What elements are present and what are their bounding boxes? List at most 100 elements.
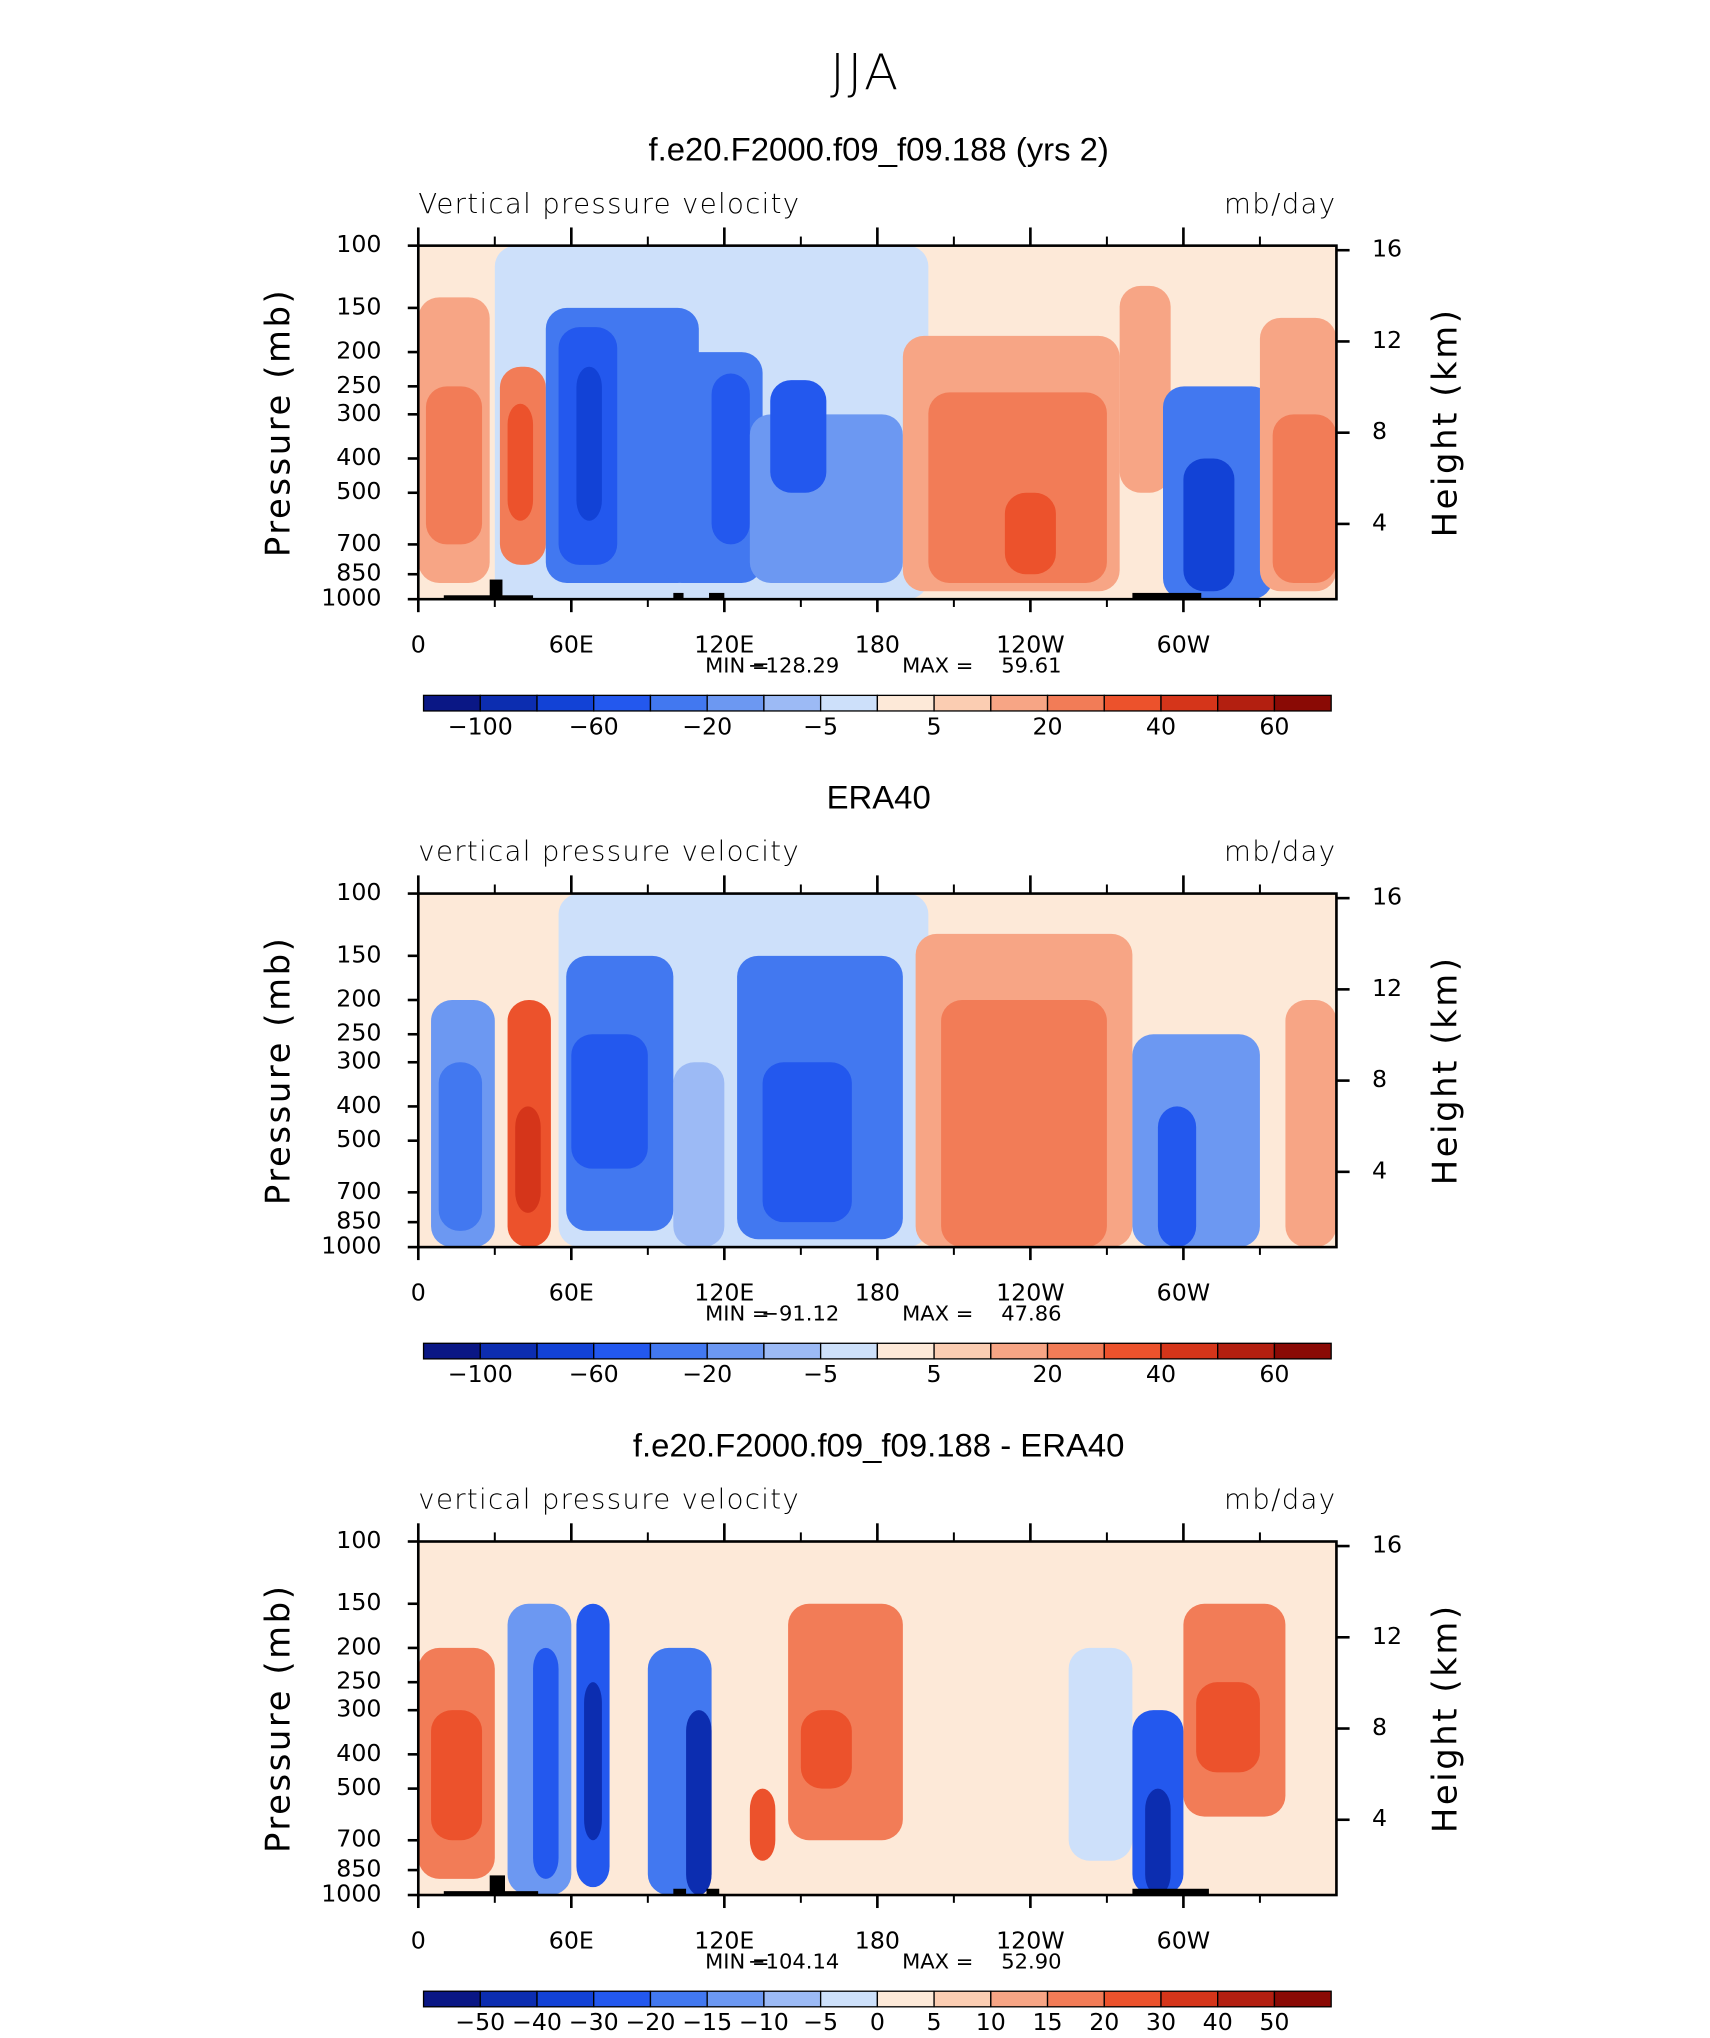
colorbar-label: 20: [1032, 1360, 1062, 1388]
contour-region: [749, 1788, 776, 1861]
colorbar-label: −5: [803, 2008, 838, 2036]
x-tick-label: 120E: [694, 1926, 754, 1954]
colorbar-label: 5: [927, 712, 942, 740]
colorbar-box: [706, 1342, 765, 1360]
colorbar-label: −20: [625, 2008, 675, 2036]
y-tick-label: 250: [336, 1019, 381, 1047]
contour-region: [438, 1062, 483, 1231]
variable-name: vertical pressure velocity: [418, 837, 800, 868]
y-tick-label: 850: [336, 1855, 381, 1883]
topography: [1132, 1888, 1209, 1896]
colorbar-box: [763, 1342, 822, 1360]
colorbar-label: 10: [976, 2008, 1006, 2036]
contour-region: [711, 373, 750, 545]
y-tick-label: 400: [336, 1739, 381, 1767]
topography: [706, 1888, 720, 1896]
colorbar-label: 40: [1146, 712, 1176, 740]
y2-tick-label: 12: [1372, 326, 1402, 354]
y-tick-label: 1000: [321, 584, 381, 612]
colorbar-box: [1217, 694, 1276, 712]
contour-field: [418, 893, 1337, 1248]
colorbar-label: 5: [927, 1360, 942, 1388]
colorbar-box: [1217, 1342, 1276, 1360]
colorbar-box: [479, 1342, 538, 1360]
colorbar-box: [1160, 694, 1219, 712]
colorbar-box: [990, 1990, 1049, 2008]
y-tick-label: 300: [336, 399, 381, 427]
x-tick-label: 60W: [1157, 1926, 1211, 1954]
stat-name: MIN =: [705, 1302, 769, 1326]
colorbar-label: −60: [569, 1360, 619, 1388]
colorbar-box: [649, 694, 708, 712]
colorbar-box: [706, 1990, 765, 2008]
contour-region: [507, 403, 534, 521]
stat-name: MIN =: [705, 1950, 769, 1974]
contour-region: [800, 1710, 852, 1789]
stat-value: 47.86: [1001, 1302, 1061, 1326]
topography: [673, 1888, 687, 1896]
x-tick-label: 180: [855, 1278, 900, 1306]
contour-region: [425, 386, 483, 545]
x-tick-label: 60E: [549, 1926, 594, 1954]
x-tick-label: 120W: [996, 1926, 1065, 1954]
y-tick-label: 500: [336, 477, 381, 505]
colorbar-label: 60: [1259, 712, 1289, 740]
panel-title: f.e20.F2000.f09_f09.188 - ERA40: [633, 1427, 1125, 1464]
y-tick-label: 850: [336, 559, 381, 587]
colorbar-box: [1273, 1990, 1332, 2008]
colorbar-label: 50: [1259, 2008, 1289, 2036]
colorbar-label: −100: [448, 1360, 513, 1388]
colorbar-box: [933, 1342, 992, 1360]
colorbar-label: −5: [803, 1360, 838, 1388]
contour-region: [770, 380, 827, 493]
contour-region: [1068, 1647, 1133, 1861]
units: mb/day: [1224, 1485, 1336, 1516]
y-tick-label: 100: [336, 878, 381, 906]
colorbar-label: 0: [870, 2008, 885, 2036]
y-tick-label: 850: [336, 1207, 381, 1235]
y-tick-label: 500: [336, 1773, 381, 1801]
panel-title: ERA40: [827, 779, 931, 816]
stat-name: MAX =: [902, 1302, 973, 1326]
contour-region: [1119, 285, 1171, 493]
colorbar-box: [933, 694, 992, 712]
contour-region: [533, 1647, 559, 1879]
colorbar-box: [536, 1342, 595, 1360]
colorbar-box: [1103, 1990, 1162, 2008]
colorbar-label: 60: [1259, 1360, 1289, 1388]
colorbar-box: [1273, 1342, 1332, 1360]
y2-tick-label: 16: [1372, 235, 1402, 263]
colorbar-label: −50: [455, 2008, 505, 2036]
x-tick-label: 0: [411, 631, 426, 659]
colorbar-box: [819, 1990, 879, 2008]
y-tick-label: 300: [336, 1047, 381, 1075]
variable-name: Vertical pressure velocity: [418, 189, 800, 220]
y2-tick-label: 12: [1372, 974, 1402, 1002]
colorbar-label: −20: [682, 1360, 732, 1388]
colorbar-label: 5: [927, 2008, 942, 2036]
colorbar-label: 30: [1146, 2008, 1176, 2036]
stat-name: MAX =: [902, 654, 973, 678]
contour-field: [418, 1541, 1337, 1896]
contour-region: [584, 1682, 602, 1841]
colorbar-box: [1103, 1342, 1162, 1360]
x-tick-label: 120W: [996, 631, 1065, 659]
colorbar-label: −60: [569, 712, 619, 740]
colorbar-box: [593, 694, 652, 712]
colorbar-box: [819, 1342, 879, 1360]
y-tick-label: 700: [336, 1177, 381, 1205]
colorbar-label: 40: [1146, 1360, 1176, 1388]
x-tick-label: 60W: [1157, 631, 1211, 659]
x-tick-label: 120E: [694, 631, 754, 659]
colorbar-box: [990, 694, 1049, 712]
contour-region: [941, 999, 1107, 1248]
colorbar-box: [479, 1990, 538, 2008]
variable-name: vertical pressure velocity: [418, 1485, 800, 1516]
y-tick-label: 200: [336, 337, 381, 365]
colorbar-box: [593, 1990, 652, 2008]
colorbar-box: [422, 1342, 481, 1360]
y-tick-label: 300: [336, 1695, 381, 1723]
contour-region: [571, 1034, 648, 1169]
colorbar-box: [536, 1990, 595, 2008]
